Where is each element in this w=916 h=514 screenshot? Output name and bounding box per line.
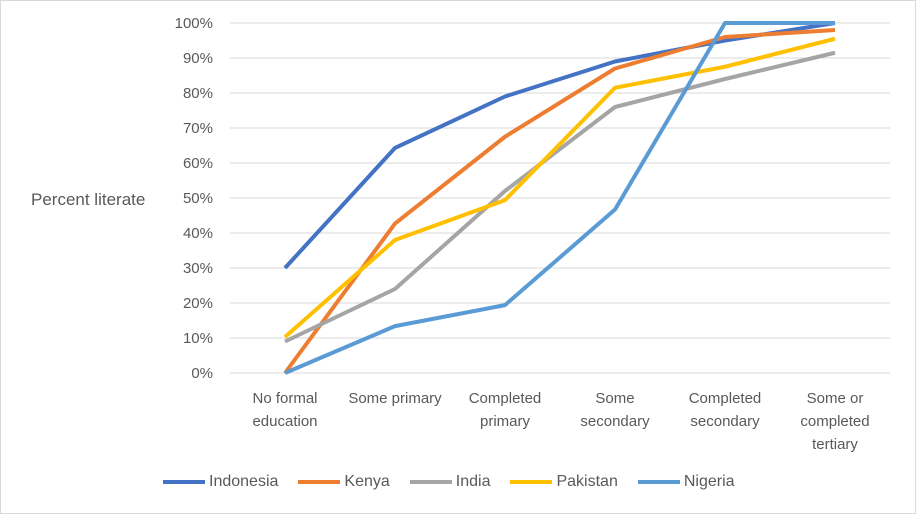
y-tick-label: 90% xyxy=(183,50,213,67)
x-tick-label: completed xyxy=(800,413,869,430)
legend-swatch xyxy=(409,480,452,484)
y-tick-label: 80% xyxy=(183,85,213,102)
series-line-kenya xyxy=(283,28,836,375)
x-tick-label: Some primary xyxy=(348,390,442,407)
legend-swatch xyxy=(163,480,205,484)
x-tick-label: secondary xyxy=(580,413,650,430)
series-line-nigeria xyxy=(284,21,835,375)
y-tick-label: 0% xyxy=(191,365,213,382)
x-tick-label: education xyxy=(252,413,317,430)
y-tick-label: 30% xyxy=(183,260,213,277)
x-tick-label: Completed xyxy=(689,390,762,407)
x-tick-label: Some xyxy=(595,390,634,407)
legend-label: India xyxy=(455,473,491,490)
y-tick-label: 70% xyxy=(183,120,213,137)
x-tick-label: tertiary xyxy=(812,436,858,453)
y-tick-label: 100% xyxy=(175,15,213,32)
legend-item: Indonesia xyxy=(163,473,278,491)
legend-label: Pakistan xyxy=(556,473,618,490)
legend-label: Indonesia xyxy=(209,473,279,490)
legend-swatch xyxy=(298,480,341,484)
y-tick-label: 40% xyxy=(183,225,213,242)
y-axis-label: Percent literate xyxy=(31,190,145,209)
y-tick-label: 20% xyxy=(183,295,213,312)
legend-label: Nigeria xyxy=(683,473,735,490)
x-tick-label: primary xyxy=(480,413,531,430)
legend-item: India xyxy=(409,473,491,491)
y-tick-label: 60% xyxy=(183,155,213,172)
x-tick-label: Completed xyxy=(469,390,542,407)
series-line-pakistan xyxy=(283,36,836,339)
series-line-india xyxy=(284,50,836,344)
x-tick-label: secondary xyxy=(690,413,760,430)
legend-item: Pakistan xyxy=(510,473,618,491)
legend-item: Nigeria xyxy=(637,473,735,491)
y-tick-label: 50% xyxy=(183,190,213,207)
y-tick-label: 10% xyxy=(183,330,213,347)
legend-swatch xyxy=(637,480,680,484)
legend-item: Kenya xyxy=(298,473,390,491)
legend: Indonesia Kenya India Pakistan Nigeria xyxy=(163,473,755,491)
legend-label: Kenya xyxy=(344,473,390,490)
x-tick-label: No formal xyxy=(252,390,317,407)
x-tick-label: Some or xyxy=(807,390,864,407)
legend-swatch xyxy=(510,480,553,484)
line-chart: 0% 10% 20% 30% 40% 50% 60% 70% 80% 90% 100% Percent… xyxy=(31,15,890,453)
